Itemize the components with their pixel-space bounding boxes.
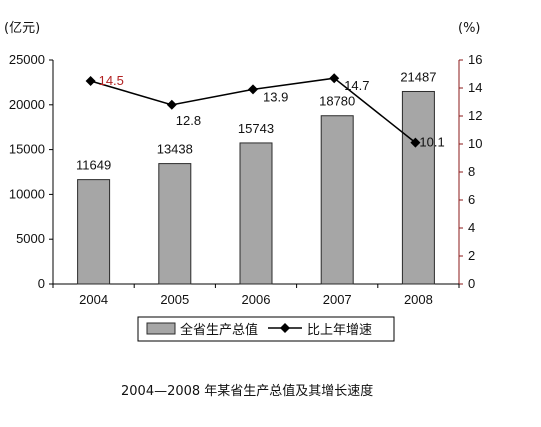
left-axis-tick-label: 5000 <box>16 231 45 246</box>
x-axis-category-label: 2007 <box>323 292 352 307</box>
chart-caption: 2004—2008 年某省生产总值及其增长速度 <box>121 383 373 399</box>
right-y-axis: 0 2 4 6 8 10 12 14 16 <box>458 52 482 291</box>
legend-box <box>137 316 395 342</box>
right-axis-tick-label: 8 <box>468 164 475 179</box>
bar <box>77 179 111 285</box>
bar <box>320 115 354 285</box>
x-axis-category-label: 2006 <box>242 292 271 307</box>
legend-line-marker <box>280 323 290 333</box>
left-axis-tick-label: 0 <box>38 276 45 291</box>
line-point <box>85 76 96 86</box>
line-point-label: 13.9 <box>263 89 288 104</box>
right-axis-tick-label: 16 <box>468 52 482 67</box>
right-axis-tick-label: 14 <box>468 80 482 95</box>
x-axis-category-label: 2005 <box>160 292 189 307</box>
x-axis: 2004 2005 2006 2007 2008 <box>52 283 460 307</box>
bar-value-label: 11649 <box>76 158 111 173</box>
line-point <box>166 99 177 110</box>
bar-value-label: 15743 <box>238 121 274 136</box>
bar <box>158 163 192 285</box>
line-point-label: 12.8 <box>176 113 201 128</box>
line-series: 14.5 12.8 13.9 14.7 10.1 <box>85 73 445 150</box>
line-point-label: 14.5 <box>99 73 124 88</box>
right-axis-tick-label: 10 <box>468 136 482 151</box>
right-axis-tick-label: 0 <box>468 276 475 291</box>
line-point-label: 14.7 <box>344 78 369 93</box>
x-axis-category-label: 2008 <box>404 292 433 307</box>
right-axis-tick-label: 4 <box>468 220 475 235</box>
legend: 全省生产总值 比上年增速 <box>137 316 395 342</box>
line-point <box>410 137 421 148</box>
x-axis-category-label: 2004 <box>79 292 108 307</box>
left-axis-tick-label: 10000 <box>9 186 45 201</box>
bar <box>239 142 273 285</box>
bar <box>401 90 435 285</box>
bar-value-label: 13438 <box>157 142 193 157</box>
right-axis-tick-label: 2 <box>468 248 475 263</box>
line-point-label: 10.1 <box>419 135 444 150</box>
bar-value-label: 18780 <box>319 94 355 109</box>
right-axis-unit: (%) <box>458 21 481 36</box>
left-axis-tick-label: 25000 <box>9 52 45 67</box>
left-axis-unit: (亿元) <box>4 21 40 36</box>
left-y-axis: 0 5000 10000 15000 20000 25000 <box>9 52 54 291</box>
right-axis-tick-label: 12 <box>468 108 482 123</box>
bar-value-label: 21487 <box>400 69 436 84</box>
legend-line-label: 比上年增速 <box>307 323 372 338</box>
line-point <box>248 84 258 95</box>
left-axis-tick-label: 20000 <box>9 97 45 112</box>
legend-bar-swatch <box>146 322 176 335</box>
legend-bar-label: 全省生产总值 <box>180 322 258 338</box>
right-axis-tick-label: 6 <box>468 192 475 207</box>
line-point <box>329 73 340 84</box>
left-axis-tick-label: 15000 <box>9 142 45 157</box>
bar-series: 11649 13438 15743 18780 21487 <box>76 69 436 285</box>
